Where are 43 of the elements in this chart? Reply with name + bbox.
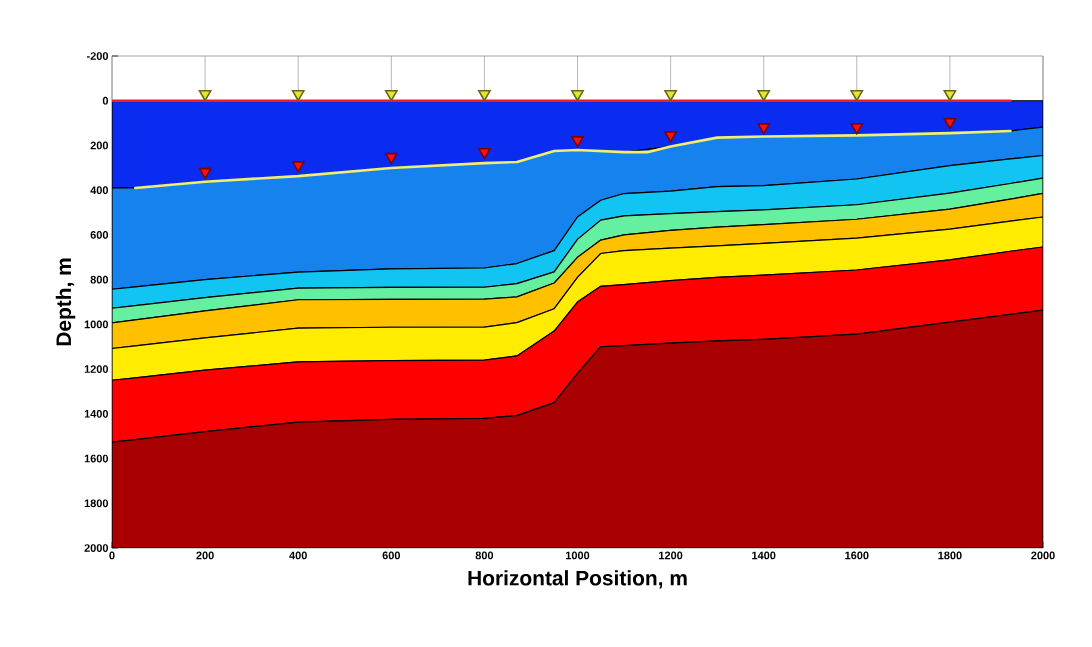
point xyxy=(757,123,771,135)
point xyxy=(757,89,771,102)
y-tick-label: -200 xyxy=(86,52,109,60)
x-tick-label: 1600 xyxy=(845,551,869,560)
point xyxy=(384,152,398,165)
point xyxy=(571,136,584,148)
y-tick-label: 800 xyxy=(90,275,109,284)
point xyxy=(478,89,491,102)
x-axis-title: Horizontal Position, m xyxy=(468,570,687,589)
x-tick-label: 1200 xyxy=(659,551,683,560)
point xyxy=(384,89,398,102)
point xyxy=(664,89,678,102)
y-tick-label: 1400 xyxy=(84,409,109,418)
y-tick-label: 200 xyxy=(90,141,109,150)
point xyxy=(943,117,957,130)
y-tick-label: 1600 xyxy=(84,454,109,463)
x-tick-label: 800 xyxy=(475,551,494,560)
point xyxy=(571,89,584,102)
y-tick-label: 1000 xyxy=(84,320,109,329)
y-tick-label: 1800 xyxy=(84,499,109,508)
x-tick-label: 600 xyxy=(382,551,400,560)
y-tick-label: 0 xyxy=(102,96,109,105)
x-tick-label: 2000 xyxy=(1031,551,1055,560)
point xyxy=(198,89,212,102)
x-tick-label: 400 xyxy=(289,551,307,560)
point xyxy=(198,167,212,180)
point xyxy=(850,89,864,102)
y-axis-title: Depth, m xyxy=(55,258,76,346)
point xyxy=(291,161,305,173)
x-tick-label: 0 xyxy=(109,551,115,560)
x-tick-label: 1800 xyxy=(938,551,962,560)
y-tick-label: 1200 xyxy=(84,365,109,373)
y-tick-label: 600 xyxy=(90,231,109,239)
y-tick-label: 2000 xyxy=(84,544,109,552)
point xyxy=(478,147,491,160)
x-tick-label: 1000 xyxy=(566,551,590,560)
point xyxy=(291,89,305,102)
point xyxy=(850,123,864,135)
x-tick-label: 200 xyxy=(196,551,214,560)
point xyxy=(943,89,957,102)
point xyxy=(664,131,678,143)
y-tick-label: 400 xyxy=(90,186,109,195)
x-tick-label: 1400 xyxy=(752,551,776,560)
